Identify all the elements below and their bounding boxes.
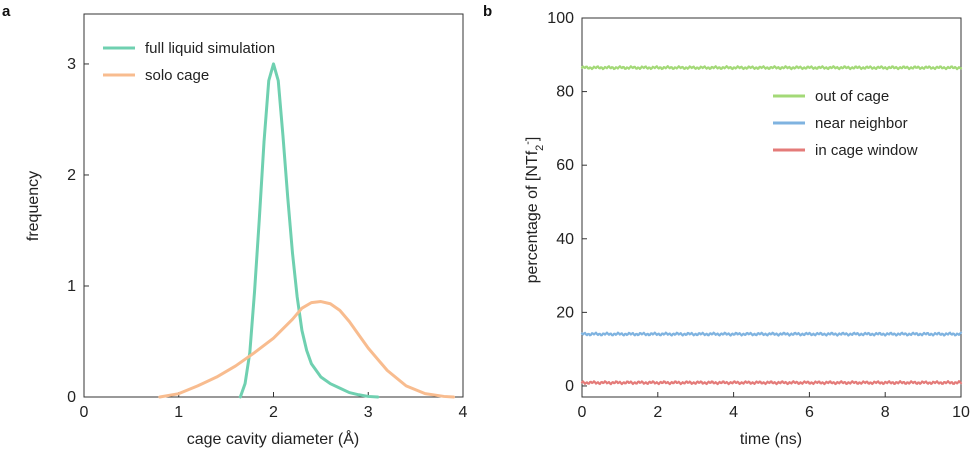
plot-frame-b xyxy=(581,17,962,398)
x-axis-title-b: time (ns) xyxy=(740,431,802,448)
legend-a: full liquid simulation solo cage xyxy=(103,40,275,84)
legend-label: out of cage xyxy=(815,88,889,105)
x-tick-label: 0 xyxy=(578,404,587,421)
y-tick-label: 80 xyxy=(556,84,574,101)
x-tick-label: 10 xyxy=(952,404,970,421)
series-line-in-cage-window xyxy=(580,380,963,386)
panel-label-b: b xyxy=(483,3,492,20)
x-tick-label: 0 xyxy=(80,404,89,421)
x-tick-label: 3 xyxy=(364,404,373,421)
series-line-near-neighbor xyxy=(580,331,963,337)
x-tick-label: 4 xyxy=(459,404,468,421)
series-line-solo-cage xyxy=(158,300,456,399)
y-axis-title-b-main: percentage of [NTf xyxy=(524,150,541,283)
x-tick-label: 2 xyxy=(653,404,662,421)
legend-label: solo cage xyxy=(145,67,209,84)
y-tick-label: 1 xyxy=(67,278,76,295)
x-tick-label: 1 xyxy=(174,404,183,421)
x-axis-title-a: cage cavity diameter (Å) xyxy=(187,429,360,448)
series-group-b xyxy=(580,65,963,386)
chart-panel-a: 0 1 2 3 4 0 1 2 3 full liquid simulation solo cag… xyxy=(25,13,468,448)
series-line-out-of-cage xyxy=(580,65,963,71)
panel-label-a: a xyxy=(2,3,11,20)
y-tick-label: 40 xyxy=(556,231,574,248)
y-tick-label: 20 xyxy=(556,304,574,321)
y-axis-title-b-sub: 2 xyxy=(534,145,546,151)
y-tick-label: 100 xyxy=(547,10,574,27)
series-line-full-liquid-simulation xyxy=(238,62,380,399)
series-group-a xyxy=(158,62,456,399)
y-tick-label: 2 xyxy=(67,167,76,184)
y-axis-title-a: frequency xyxy=(25,171,42,241)
y-tick-label: 60 xyxy=(556,157,574,174)
x-tick-label: 2 xyxy=(269,404,278,421)
y-axis-title-b-sup: - xyxy=(522,141,534,145)
tick-group-a: 0 1 2 3 4 0 1 2 3 xyxy=(67,56,467,421)
y-tick-label: 0 xyxy=(67,389,76,406)
x-tick-label: 8 xyxy=(881,404,890,421)
x-tick-label: 6 xyxy=(805,404,814,421)
legend-b: out of cage near neighbor in cage window xyxy=(773,88,918,159)
x-tick-label: 4 xyxy=(729,404,738,421)
y-tick-label: 0 xyxy=(565,378,574,395)
y-tick-label: 3 xyxy=(67,56,76,73)
legend-label: full liquid simulation xyxy=(145,40,275,57)
legend-label: in cage window xyxy=(815,142,918,159)
legend-label: near neighbor xyxy=(815,115,908,132)
y-axis-title-b-close: ] xyxy=(524,137,541,141)
y-axis-title-b: percentage of [NTf2-] xyxy=(522,137,546,284)
